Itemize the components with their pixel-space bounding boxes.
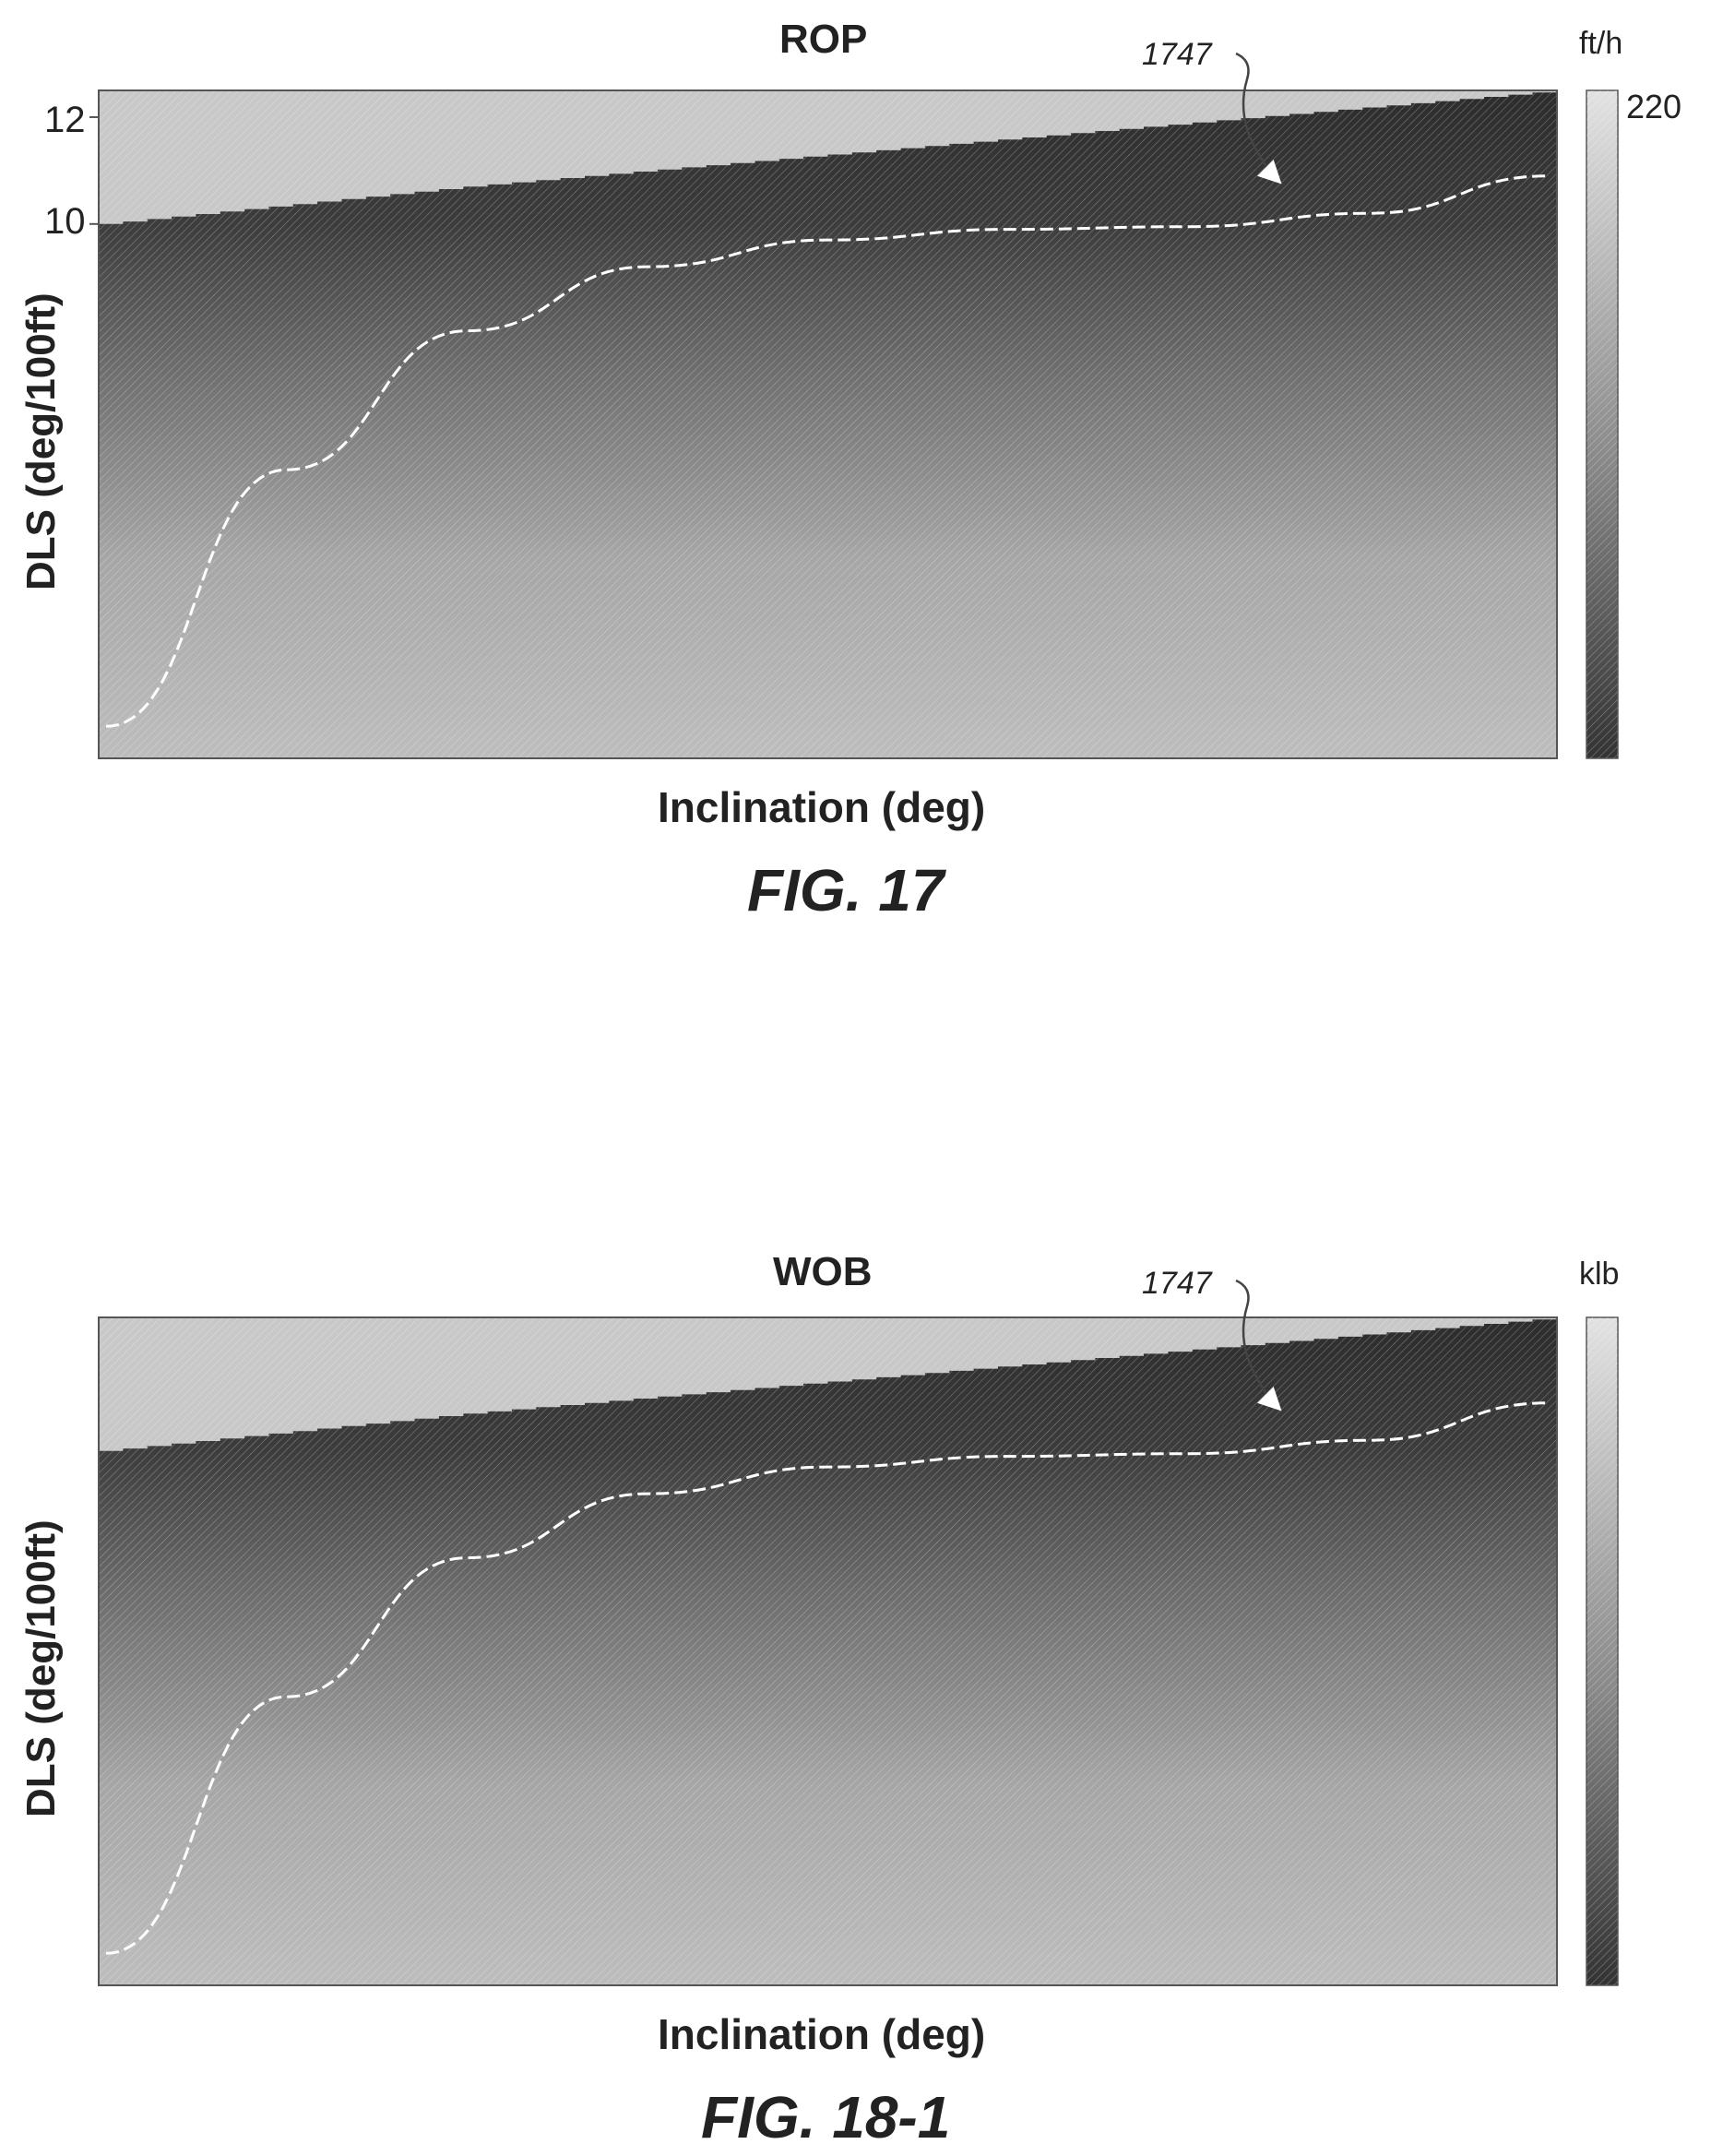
- plot-frame: [98, 89, 1558, 759]
- figure-18-1: WOB klb DLS (deg/100ft) Inclination (deg…: [0, 1227, 1711, 2150]
- reference-numeral: 1747: [1142, 37, 1212, 72]
- colorbar-unit-label: klb: [1579, 1257, 1620, 1292]
- y-tick-label: 12: [44, 100, 86, 140]
- chart-title: ROP: [779, 17, 868, 62]
- plot-frame: [98, 1316, 1558, 1986]
- heatmap-plot: [89, 52, 1619, 759]
- x-axis-label: Inclination (deg): [658, 2010, 986, 2058]
- heatmap-plot: [98, 1279, 1619, 1986]
- colorbar-texture: [1586, 1317, 1618, 1985]
- colorbar-unit-label: ft/h: [1579, 26, 1623, 61]
- figure-caption: FIG. 17: [747, 857, 945, 923]
- annotation-leader: [1235, 52, 1282, 185]
- y-axis-label: DLS (deg/100ft): [18, 1519, 64, 1817]
- figure-17: ROP ft/h 220 12 10 DLS (deg/100ft) Incli…: [0, 0, 1711, 959]
- x-axis-label: Inclination (deg): [658, 783, 986, 831]
- heatmap-texture: [99, 90, 1557, 758]
- annotation-leader: [1235, 1279, 1282, 1412]
- colorbar-max-label: 220: [1626, 88, 1682, 125]
- y-axis-label: DLS (deg/100ft): [18, 292, 64, 590]
- y-tick-label: 10: [44, 201, 86, 242]
- colorbar-texture: [1586, 90, 1618, 758]
- figure-caption: FIG. 18-1: [701, 2084, 951, 2150]
- reference-numeral: 1747: [1142, 1266, 1212, 1301]
- heatmap-texture: [99, 1317, 1557, 1985]
- chart-title: WOB: [773, 1249, 873, 1294]
